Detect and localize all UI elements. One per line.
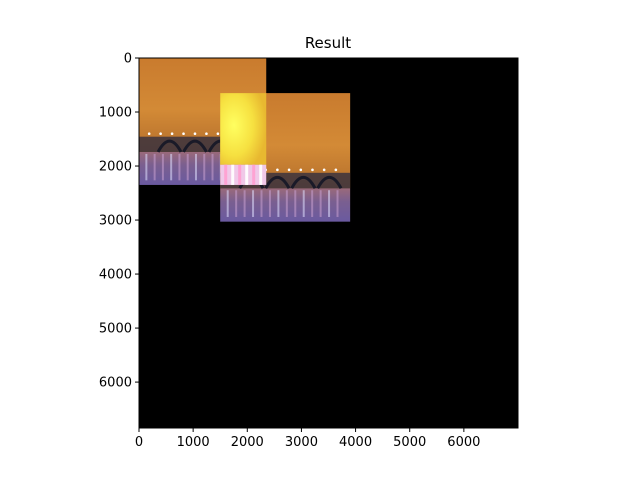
overlap-reflection: [238, 164, 242, 185]
bridge-light: [334, 168, 338, 172]
bridge-light: [322, 168, 326, 172]
x-tick-label: 6000: [447, 435, 480, 450]
light-reflection: [178, 153, 181, 181]
light-reflection: [285, 190, 288, 217]
light-reflection: [203, 153, 206, 181]
x-axis: 0 1000 2000 3000 4000 5000 6000: [135, 428, 480, 450]
bridge-light: [299, 168, 303, 172]
light-reflection: [252, 190, 255, 217]
y-tick-label: 2000: [99, 160, 132, 175]
water-region: [220, 188, 351, 222]
bridge-light: [182, 132, 185, 135]
y-tick-label: 1000: [99, 106, 132, 121]
y-axis: 0 1000 2000 3000 4000 5000 6000: [99, 52, 139, 391]
light-reflection: [186, 153, 189, 181]
bridge-light: [147, 132, 151, 135]
light-reflection: [161, 153, 164, 181]
bridge-light: [287, 168, 291, 172]
light-reflection: [336, 190, 339, 217]
light-reflection: [243, 190, 246, 217]
y-tick-label: 0: [124, 52, 132, 67]
plot-frame: [138, 57, 519, 429]
light-reflection: [235, 190, 238, 217]
light-reflection: [211, 153, 214, 181]
y-tick-label: 4000: [99, 268, 132, 283]
x-tick-label: 0: [135, 435, 143, 450]
light-reflection: [294, 190, 297, 217]
overlap-reflection: [259, 164, 263, 185]
light-reflection: [260, 190, 263, 217]
bridge-light: [216, 132, 220, 135]
light-reflection: [268, 190, 271, 217]
light-reflection: [226, 190, 229, 217]
x-tick-label: 3000: [285, 435, 318, 450]
bridge-light: [311, 168, 314, 172]
y-tick-label: 5000: [99, 322, 132, 337]
bridge-light: [159, 132, 162, 135]
bridge-light: [170, 132, 174, 135]
overlap-reflection: [224, 164, 228, 185]
x-tick-label: 4000: [339, 435, 372, 450]
bridge-light: [193, 132, 197, 135]
overlap-sky: [220, 93, 267, 165]
overlap-reflection: [231, 164, 235, 185]
images-layer: [139, 58, 351, 222]
overlap-reflection: [252, 164, 256, 185]
x-tick-label: 2000: [231, 435, 264, 450]
x-tick-label: 5000: [393, 435, 426, 450]
light-reflection: [153, 153, 156, 181]
light-reflection: [302, 190, 305, 217]
light-reflection: [319, 190, 322, 217]
x-tick-label: 1000: [177, 435, 210, 450]
bridge-arches: [156, 139, 259, 153]
light-reflection: [277, 190, 280, 217]
overlap-region: [220, 93, 267, 185]
light-reflection: [328, 190, 331, 217]
light-reflection: [194, 153, 197, 181]
y-tick-label: 6000: [99, 376, 132, 391]
y-tick-label: 3000: [99, 214, 132, 229]
light-reflection: [145, 153, 148, 181]
overlap-reflection: [245, 164, 249, 185]
light-reflection: [311, 190, 314, 217]
light-reflection: [170, 153, 173, 181]
bridge-light: [276, 168, 279, 172]
bridge-light: [205, 132, 208, 135]
chart-title: Result: [305, 34, 351, 52]
